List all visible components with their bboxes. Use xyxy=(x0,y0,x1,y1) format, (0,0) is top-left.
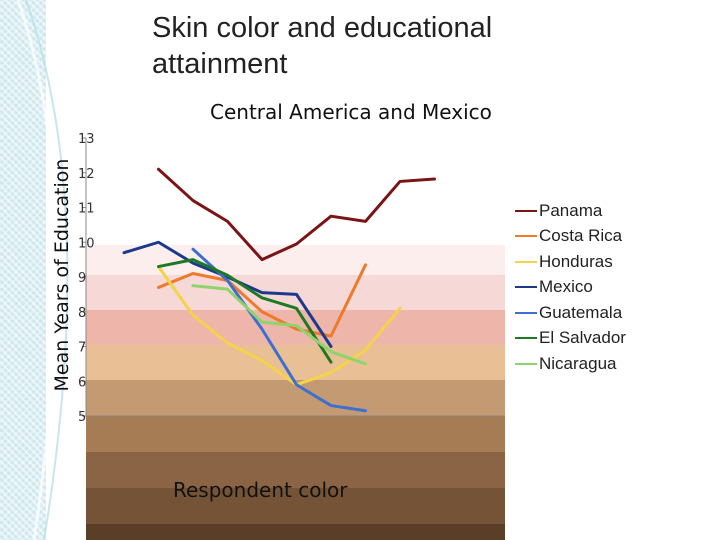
legend-label: Honduras xyxy=(539,251,613,271)
legend-label: Panama xyxy=(539,200,603,220)
legend-label: El Salvador xyxy=(539,328,626,348)
background-band xyxy=(86,380,505,416)
legend-item: Costa Rica xyxy=(515,224,626,250)
x-axis-label: Respondent color xyxy=(173,478,348,502)
legend-item: El Salvador xyxy=(515,326,626,352)
series-line-el-salvador xyxy=(157,258,333,364)
background-band xyxy=(86,488,505,524)
legend-item: Honduras xyxy=(515,249,626,275)
legend-item: Guatemala xyxy=(515,300,626,326)
legend-swatch xyxy=(515,235,537,238)
y-tick-label: 12 xyxy=(78,167,95,182)
y-tick-label: 5 xyxy=(78,410,86,425)
background-band xyxy=(86,524,505,540)
slide-title: Skin color and educational attainment xyxy=(152,12,493,80)
decorative-swoosh xyxy=(16,0,69,540)
background-band xyxy=(86,275,505,310)
decorative-pattern-strip xyxy=(0,0,46,540)
chart-title: Central America and Mexico xyxy=(210,100,492,124)
y-tick-label: 8 xyxy=(78,306,86,321)
y-tick-label: 11 xyxy=(78,202,95,217)
y-tick-label: 13 xyxy=(78,132,95,147)
series-line-costa-rica xyxy=(157,263,367,338)
series-line-honduras xyxy=(157,265,402,387)
legend-swatch xyxy=(515,311,537,314)
y-tick-label: 10 xyxy=(78,236,95,251)
chart-legend: Panama Costa Rica Honduras Mexico Guatemala E… xyxy=(515,198,626,377)
legend-label: Mexico xyxy=(539,277,593,297)
legend-item: Nicaragua xyxy=(515,351,626,377)
legend-swatch xyxy=(515,260,537,263)
background-band xyxy=(86,245,505,275)
legend-swatch xyxy=(515,362,537,365)
legend-item: Mexico xyxy=(515,275,626,301)
series-line-nicaragua xyxy=(191,284,367,366)
legend-label: Guatemala xyxy=(539,302,623,322)
legend-item: Panama xyxy=(515,198,626,224)
y-tick-label: 6 xyxy=(78,375,86,390)
legend-swatch xyxy=(515,337,537,340)
y-tick-label: 9 xyxy=(78,271,86,286)
legend-swatch xyxy=(515,209,537,212)
legend-swatch xyxy=(515,286,537,289)
legend-label: Nicaragua xyxy=(539,353,617,373)
background-band xyxy=(86,345,505,380)
background-band xyxy=(86,416,505,452)
series-line-panama xyxy=(157,167,436,262)
series-line-guatemala xyxy=(191,247,367,413)
background-band xyxy=(86,452,505,488)
legend-label: Costa Rica xyxy=(539,226,623,246)
y-tick-label: 7 xyxy=(78,341,86,356)
